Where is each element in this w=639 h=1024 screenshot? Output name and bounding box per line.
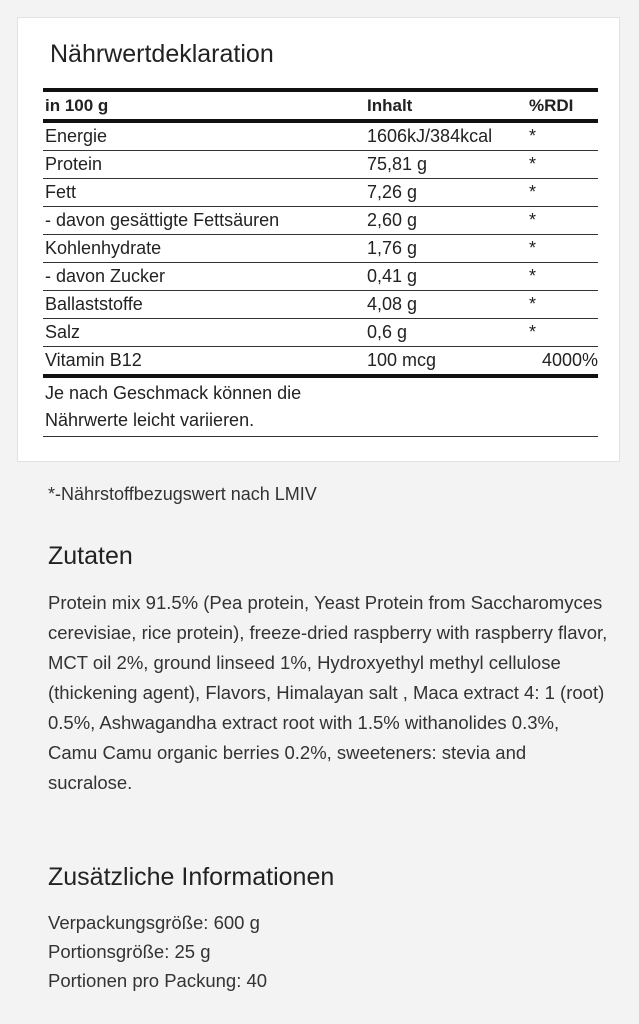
nutrient-value: 0,41 g [365,262,527,291]
header-content: Inhalt [367,95,413,115]
ingredients-title: Zutaten [48,542,133,570]
nutrition-table: in 100 g Inhalt %RDI Energie 1606kJ/384kc… [43,88,598,437]
additional-info-list: Verpackungsgröße: 600 g Portionsgröße: 2… [48,908,267,995]
serving-size: Portionsgröße: 25 g [48,941,211,962]
nutrient-rdi: * [527,178,598,207]
nutrient-value: 1,76 g [365,234,527,263]
nutrient-name: Fett [43,178,365,207]
nutrient-value: 2,60 g [365,206,527,235]
nutrient-name: Salz [43,318,365,347]
table-row: - davon gesättigte Fettsäuren 2,60 g * [43,206,598,235]
nutrient-value: 7,26 g [365,178,527,207]
table-row: Fett 7,26 g * [43,178,598,207]
note-row: Je nach Geschmack können die Nährwerte l… [43,376,598,437]
table-row: Kohlenhydrate 1,76 g * [43,234,598,263]
additional-info-title: Zusätzliche Informationen [48,863,335,891]
nutrient-rdi: * [527,234,598,263]
nutrient-rdi: * [527,121,598,151]
nutrient-value: 100 mcg [365,346,527,378]
nutrient-name: Kohlenhydrate [43,234,365,263]
nutrition-title: Nährwertdeklaration [50,40,274,68]
nutrient-name: Ballaststoffe [43,290,365,319]
nutrient-rdi: * [527,318,598,347]
table-row: - davon Zucker 0,41 g * [43,262,598,291]
rdi-footnote: *-Nährstoffbezugswert nach LMIV [48,484,317,504]
nutrient-value: 1606kJ/384kcal [365,121,527,151]
nutrient-rdi: * [527,262,598,291]
nutrient-value: 4,08 g [365,290,527,319]
header-per-100g: in 100 g [45,95,109,115]
nutrient-name: Protein [43,150,365,179]
package-size: Verpackungsgröße: 600 g [48,912,260,933]
servings-per-package: Portionen pro Packung: 40 [48,970,268,991]
nutrient-name: Vitamin B12 [43,346,365,378]
nutrient-name: - davon gesättigte Fettsäuren [43,206,365,235]
nutrition-card: Nährwertdeklaration in 100 g Inhalt %RDI… [17,17,620,462]
table-header-row: in 100 g Inhalt %RDI [43,90,598,121]
nutrient-rdi: * [527,290,598,319]
table-row: Energie 1606kJ/384kcal * [43,121,598,151]
nutrient-rdi: * [527,206,598,235]
nutrient-value: 75,81 g [365,150,527,179]
nutrition-note: Je nach Geschmack können die Nährwerte l… [45,383,302,430]
nutrient-rdi: 4000% [527,346,598,378]
ingredients-text: Protein mix 91.5% (Pea protein, Yeast Pr… [48,592,608,793]
table-row: Salz 0,6 g * [43,318,598,347]
nutrient-name: Energie [43,121,365,151]
table-row: Ballaststoffe 4,08 g * [43,290,598,319]
nutrient-name: - davon Zucker [43,262,365,291]
table-row: Vitamin B12 100 mcg 4000% [43,346,598,378]
nutrient-rdi: * [527,150,598,179]
header-rdi: %RDI [529,95,574,115]
nutrient-value: 0,6 g [365,318,527,347]
table-row: Protein 75,81 g * [43,150,598,179]
